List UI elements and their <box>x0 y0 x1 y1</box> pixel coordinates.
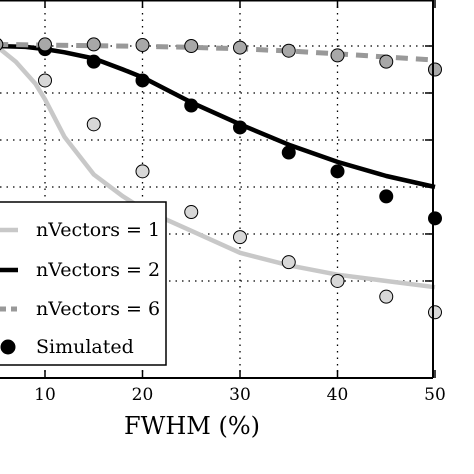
data-point <box>233 120 247 135</box>
x-tick-label: 30 <box>229 385 251 405</box>
data-point <box>428 211 442 226</box>
series-line <box>0 41 436 63</box>
data-point <box>330 164 345 179</box>
data-point <box>281 255 296 270</box>
data-point <box>135 164 150 179</box>
data-point <box>38 37 52 52</box>
data-point <box>428 305 442 320</box>
legend-label: nVectors = 6 <box>36 298 160 320</box>
data-point <box>379 189 394 204</box>
data-point <box>0 38 4 51</box>
x-tick-label: 50 <box>424 385 446 405</box>
data-point <box>135 38 150 53</box>
data-point <box>86 37 101 52</box>
data-point <box>86 54 101 69</box>
legend-label: nVectors = 2 <box>36 259 160 281</box>
data-point <box>428 62 442 77</box>
data-point <box>86 117 101 132</box>
data-point <box>330 48 345 63</box>
legend-box <box>0 201 167 366</box>
data-point <box>135 73 150 88</box>
plot-frame <box>0 0 434 379</box>
data-point <box>38 73 52 88</box>
data-point <box>379 54 394 69</box>
legend-label: nVectors = 1 <box>36 219 160 241</box>
data-point <box>330 273 345 288</box>
x-tick-label: 20 <box>132 385 154 405</box>
legend-label: Simulated <box>36 336 134 358</box>
data-point <box>184 39 199 53</box>
data-point <box>281 43 296 58</box>
x-tick-label: 40 <box>327 385 349 405</box>
x-axis-label: FWHM (%) <box>124 412 260 440</box>
data-point <box>184 205 199 220</box>
data-point <box>233 40 247 55</box>
data-point <box>281 145 296 160</box>
legend-swatch <box>0 339 16 355</box>
x-tick-label: 10 <box>34 385 56 405</box>
data-point <box>184 98 199 113</box>
markers <box>0 37 442 320</box>
series-line <box>0 43 436 190</box>
data-point <box>233 230 247 245</box>
x-ticks: 10 20 30 40 50 <box>34 0 446 405</box>
legend: nVectors = 1 nVectors = 2 nVectors = 6 Simu… <box>0 201 167 366</box>
data-point <box>379 289 394 304</box>
